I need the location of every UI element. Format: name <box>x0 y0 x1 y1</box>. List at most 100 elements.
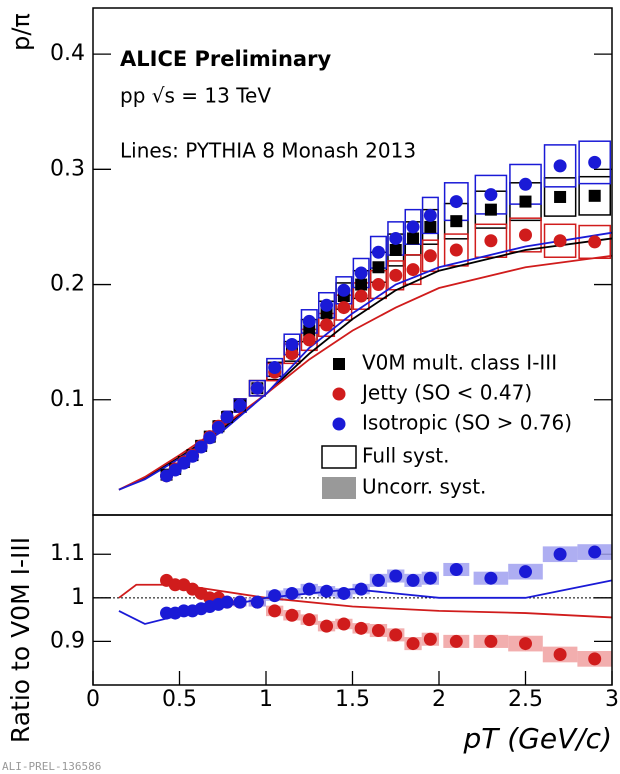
marker <box>449 195 463 209</box>
syst-box <box>543 223 577 258</box>
marker <box>320 584 334 598</box>
marker <box>389 569 403 583</box>
marker <box>423 249 437 263</box>
syst-box <box>509 217 542 253</box>
syst-box <box>578 175 612 216</box>
x-tick-label: 2.5 <box>508 687 543 712</box>
x-axis-label: pT (GeV/c) <box>462 722 612 755</box>
marker <box>424 220 437 233</box>
marker <box>484 203 497 216</box>
marker <box>194 440 208 454</box>
marker <box>371 245 385 259</box>
x-tick-label: 0.5 <box>162 687 197 712</box>
marker <box>185 449 199 463</box>
marker <box>484 634 498 648</box>
x-tick-label: 0 <box>86 687 100 712</box>
marker <box>320 619 334 633</box>
marker <box>303 324 316 337</box>
system: pp √s = 13 TeV <box>120 84 271 108</box>
legend-label: Jetty (SO < 0.47) <box>360 381 532 405</box>
marker <box>588 155 602 169</box>
frame <box>92 514 613 686</box>
marker <box>268 589 282 603</box>
marker <box>203 431 217 445</box>
model-line <box>118 254 613 491</box>
marker <box>588 235 602 249</box>
marker <box>371 278 385 292</box>
legend-label: V0M mult. class I-III <box>362 351 557 375</box>
marker <box>519 228 532 242</box>
marker <box>285 586 299 600</box>
marker <box>423 208 437 222</box>
y-tick-label: 0.4 <box>50 41 85 66</box>
marker <box>423 632 437 646</box>
legend-label: Full syst. <box>362 444 449 468</box>
marker <box>320 318 334 332</box>
marker <box>233 399 247 413</box>
y-axis-label: p/π <box>7 13 35 51</box>
marker <box>449 634 463 648</box>
marker <box>354 289 368 303</box>
legend-marker <box>332 417 346 431</box>
marker <box>588 545 602 559</box>
model-line <box>118 237 613 491</box>
marker <box>372 261 385 274</box>
marker <box>553 234 567 248</box>
legend-marker <box>333 358 345 370</box>
marker <box>554 190 567 203</box>
marker <box>211 420 225 434</box>
marker <box>519 177 532 191</box>
experiment: ALICE Preliminary <box>120 47 331 71</box>
y-tick-label: 0.3 <box>50 156 85 181</box>
marker <box>449 562 463 576</box>
marker <box>337 586 351 600</box>
x-tick-label: 1 <box>259 687 273 712</box>
marker <box>250 381 264 395</box>
syst-box <box>248 379 266 397</box>
syst-box <box>578 140 612 185</box>
model-note: Lines: PYTHIA 8 Monash 2013 <box>120 139 416 163</box>
marker <box>302 333 316 347</box>
y-tick-label: 0.1 <box>50 387 85 412</box>
x-tick-label: 2 <box>432 687 446 712</box>
marker <box>553 159 567 173</box>
marker <box>423 571 437 585</box>
legend-uncorr-box <box>322 477 356 499</box>
marker <box>406 263 420 277</box>
marker <box>302 582 316 596</box>
marker <box>588 189 601 202</box>
marker <box>519 637 532 651</box>
legend-label: Isotropic (SO > 0.76) <box>362 411 572 435</box>
marker <box>519 195 532 208</box>
marker <box>389 231 403 245</box>
marker <box>484 188 498 202</box>
syst-box <box>421 196 439 235</box>
marker <box>285 337 299 351</box>
marker <box>519 565 532 579</box>
marker <box>285 347 299 361</box>
marker <box>389 243 402 256</box>
marker <box>355 278 368 291</box>
watermark: ALI-PREL-136586 <box>2 760 101 773</box>
marker <box>449 243 463 257</box>
marker <box>406 573 420 587</box>
y-tick-label: 0.2 <box>50 272 85 297</box>
marker <box>407 232 420 245</box>
marker <box>406 220 420 234</box>
y-tick-label: 0.9 <box>50 628 85 653</box>
marker <box>268 361 282 375</box>
marker <box>553 547 567 561</box>
marker <box>268 604 282 618</box>
marker <box>302 613 316 627</box>
marker <box>389 628 403 642</box>
y-tick-label: 1 <box>71 585 85 610</box>
marker <box>177 456 191 470</box>
model-line <box>118 231 613 491</box>
x-tick-label: 1.5 <box>335 687 370 712</box>
marker <box>233 595 247 609</box>
y-tick-label: 1.1 <box>50 541 85 566</box>
legend-label: Uncorr. syst. <box>362 475 486 499</box>
marker <box>337 617 351 631</box>
marker <box>371 624 385 638</box>
marker <box>250 595 264 609</box>
